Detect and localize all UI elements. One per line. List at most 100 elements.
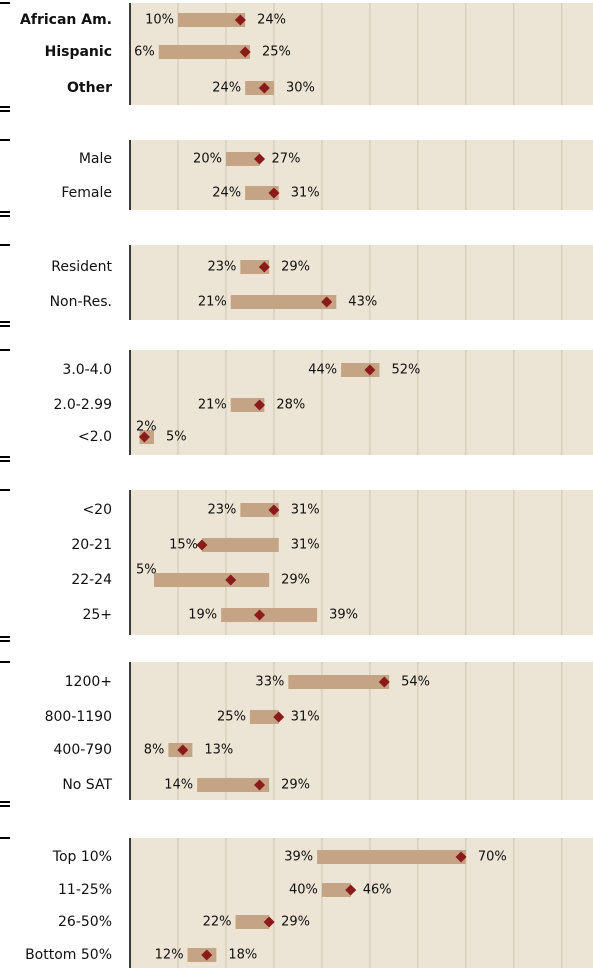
high-label: 31% — [291, 186, 320, 201]
category-label: Female — [61, 185, 112, 201]
category-label: Hispanic — [45, 44, 112, 60]
range-bar — [245, 186, 279, 200]
range-bar — [197, 778, 270, 792]
marker-diamond — [201, 949, 213, 961]
category-label: 11-25% — [58, 882, 112, 898]
low-label: 44% — [308, 363, 337, 378]
marker-diamond — [345, 884, 357, 896]
category-label: 26-50% — [58, 914, 112, 930]
low-label: 8% — [144, 743, 165, 758]
low-label: 14% — [164, 778, 193, 793]
high-label: 5% — [166, 430, 187, 445]
range-bar — [317, 850, 466, 864]
marker-diamond — [254, 153, 266, 165]
marker-diamond — [234, 14, 246, 26]
low-label: 20% — [193, 152, 222, 167]
category-label: 3.0-4.0 — [62, 362, 112, 378]
low-label: 23% — [207, 260, 236, 275]
range-bar — [240, 260, 270, 274]
range-bar — [288, 675, 390, 689]
high-label: 27% — [272, 152, 301, 167]
marker-diamond — [258, 261, 270, 273]
high-label: 18% — [228, 948, 257, 963]
category-label: Male — [79, 151, 112, 167]
marker-diamond — [268, 187, 280, 199]
marker-diamond — [378, 676, 390, 688]
panel-background — [130, 245, 593, 320]
low-label: 2% — [136, 420, 157, 435]
high-label: 29% — [281, 778, 310, 793]
range-bar — [225, 152, 260, 166]
category-label: 25+ — [82, 607, 112, 623]
category-label: Bottom 50% — [25, 947, 112, 963]
low-label: 22% — [203, 915, 232, 930]
category-label: Other — [67, 80, 112, 96]
range-bar — [177, 13, 246, 27]
low-label: 23% — [207, 503, 236, 518]
marker-diamond — [254, 779, 266, 791]
high-label: 25% — [262, 45, 291, 60]
marker-diamond — [196, 539, 208, 551]
marker-diamond — [254, 609, 266, 621]
high-label: 29% — [281, 573, 310, 588]
range-bar — [201, 538, 279, 552]
marker-diamond — [268, 504, 280, 516]
panel-background — [130, 490, 593, 635]
category-label: No SAT — [62, 777, 112, 793]
low-label: 5% — [136, 563, 157, 578]
category-label: African Am. — [20, 12, 112, 28]
panel-background — [130, 140, 593, 210]
range-bar — [153, 573, 270, 587]
category-label: Resident — [51, 259, 112, 275]
category-label: 22-24 — [71, 572, 112, 588]
low-label: 24% — [212, 186, 241, 201]
marker-diamond — [177, 744, 189, 756]
marker-diamond — [138, 431, 150, 443]
high-label: 29% — [281, 260, 310, 275]
marker-diamond — [321, 296, 333, 308]
high-label: 54% — [401, 675, 430, 690]
range-bar — [321, 883, 351, 897]
marker-diamond — [263, 916, 275, 928]
high-label: 39% — [329, 608, 358, 623]
high-label: 28% — [276, 398, 305, 413]
low-label: 6% — [134, 45, 155, 60]
high-label: 29% — [281, 915, 310, 930]
marker-diamond — [225, 574, 237, 586]
range-bar — [158, 45, 250, 59]
range-bar — [221, 608, 318, 622]
low-label: 21% — [198, 295, 227, 310]
marker-diamond — [254, 399, 266, 411]
category-label: 400-790 — [54, 742, 113, 758]
range-bar — [235, 915, 270, 929]
category-label: Non-Res. — [50, 294, 112, 310]
marker-diamond — [455, 851, 467, 863]
category-label: <20 — [82, 502, 112, 518]
marker-diamond — [364, 364, 376, 376]
high-label: 24% — [257, 13, 286, 28]
category-label: <2.0 — [78, 429, 112, 445]
high-label: 70% — [478, 850, 507, 865]
range-bar — [249, 710, 279, 724]
category-label: 800-1190 — [45, 709, 112, 725]
low-label: 19% — [188, 608, 217, 623]
high-label: 30% — [286, 81, 315, 96]
high-label: 43% — [348, 295, 377, 310]
low-label: 39% — [284, 850, 313, 865]
low-label: 33% — [255, 675, 284, 690]
range-bar — [230, 398, 265, 412]
category-label: 2.0-2.99 — [54, 397, 113, 413]
high-label: 52% — [391, 363, 420, 378]
low-label: 15% — [169, 538, 198, 553]
high-label: 46% — [363, 883, 392, 898]
category-label: Top 10% — [52, 849, 112, 865]
low-label: 10% — [145, 13, 174, 28]
high-label: 31% — [291, 710, 320, 725]
marker-diamond — [239, 46, 251, 58]
low-label: 21% — [198, 398, 227, 413]
marker-diamond — [258, 82, 270, 94]
low-label: 40% — [289, 883, 318, 898]
low-label: 25% — [217, 710, 246, 725]
range-bar — [240, 503, 279, 517]
